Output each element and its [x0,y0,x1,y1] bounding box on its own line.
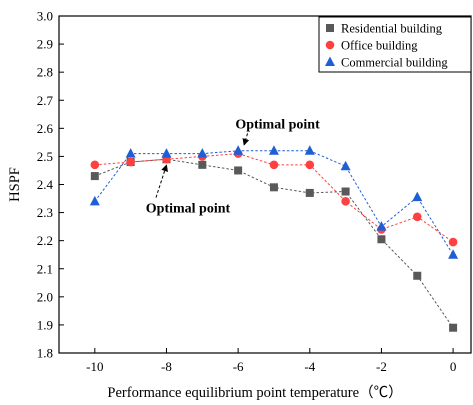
x-axis-title: Performance equilibrium point temperatur… [107,384,402,401]
commercial-data-point [161,148,172,158]
optimal-point-annotation: Optimal point [146,202,231,217]
residential-legend-label: Residential building [341,22,443,36]
office-data-point [412,212,422,222]
x-tick-label: -10 [86,359,103,374]
office-legend-marker [325,40,335,50]
x-tick-label: 0 [450,359,457,374]
y-axis-title: HSPF [7,167,23,202]
commercial-data-point [376,221,387,231]
optimal-point-arrow [155,164,168,198]
commercial-data-point [412,191,423,202]
residential-data-point [269,183,278,192]
y-tick-label: 2.3 [37,205,53,220]
residential-legend-marker [326,24,334,32]
commercial-data-point [125,148,136,158]
commercial-data-point [304,145,315,155]
office-data-point [448,237,458,247]
y-tick-label: 1.8 [37,346,53,361]
office-data-point [90,160,100,170]
residential-data-point [341,187,350,196]
y-tick-label: 2.4 [37,177,54,192]
office-data-point [341,197,350,206]
y-tick-label: 2.6 [37,121,54,136]
commercial-data-point [233,145,244,155]
y-tick-label: 2.8 [37,65,53,80]
x-tick-label: -2 [376,359,387,374]
y-tick-label: 2.9 [37,37,53,52]
office-data-point [126,157,135,167]
optimal-point-annotation: Optimal point [235,117,320,132]
commercial-legend-marker [325,56,335,66]
office-data-point [269,160,279,170]
y-tick-label: 2.0 [37,289,53,304]
residential-data-point [198,160,207,169]
commercial-data-point [268,145,279,155]
residential-data-point [377,235,386,244]
office-data-point [305,160,315,170]
residential-data-point [305,188,314,197]
commercial-data-point [89,195,100,206]
y-tick-label: 2.1 [37,261,53,276]
x-tick-label: -6 [233,359,244,374]
y-tick-label: 2.7 [37,93,54,108]
y-tick-label: 3.0 [37,9,53,24]
commercial-legend-label: Commercial building [341,56,448,70]
residential-data-point [413,271,422,280]
office-legend-label: Office building [341,39,418,53]
commercial-data-point [197,148,208,158]
legend-box [318,16,472,73]
x-tick-label: -4 [304,359,315,374]
commercial-data-point [448,249,459,259]
y-tick-label: 2.2 [37,233,53,248]
commercial-data-point [340,160,351,171]
y-tick-label: 2.5 [37,149,53,164]
optimal-point-arrow [242,133,250,146]
residential-data-point [234,166,243,175]
y-tick-label: 1.9 [37,317,53,332]
x-tick-label: -8 [161,359,172,374]
residential-data-point [90,172,99,181]
residential-data-point [449,323,458,332]
